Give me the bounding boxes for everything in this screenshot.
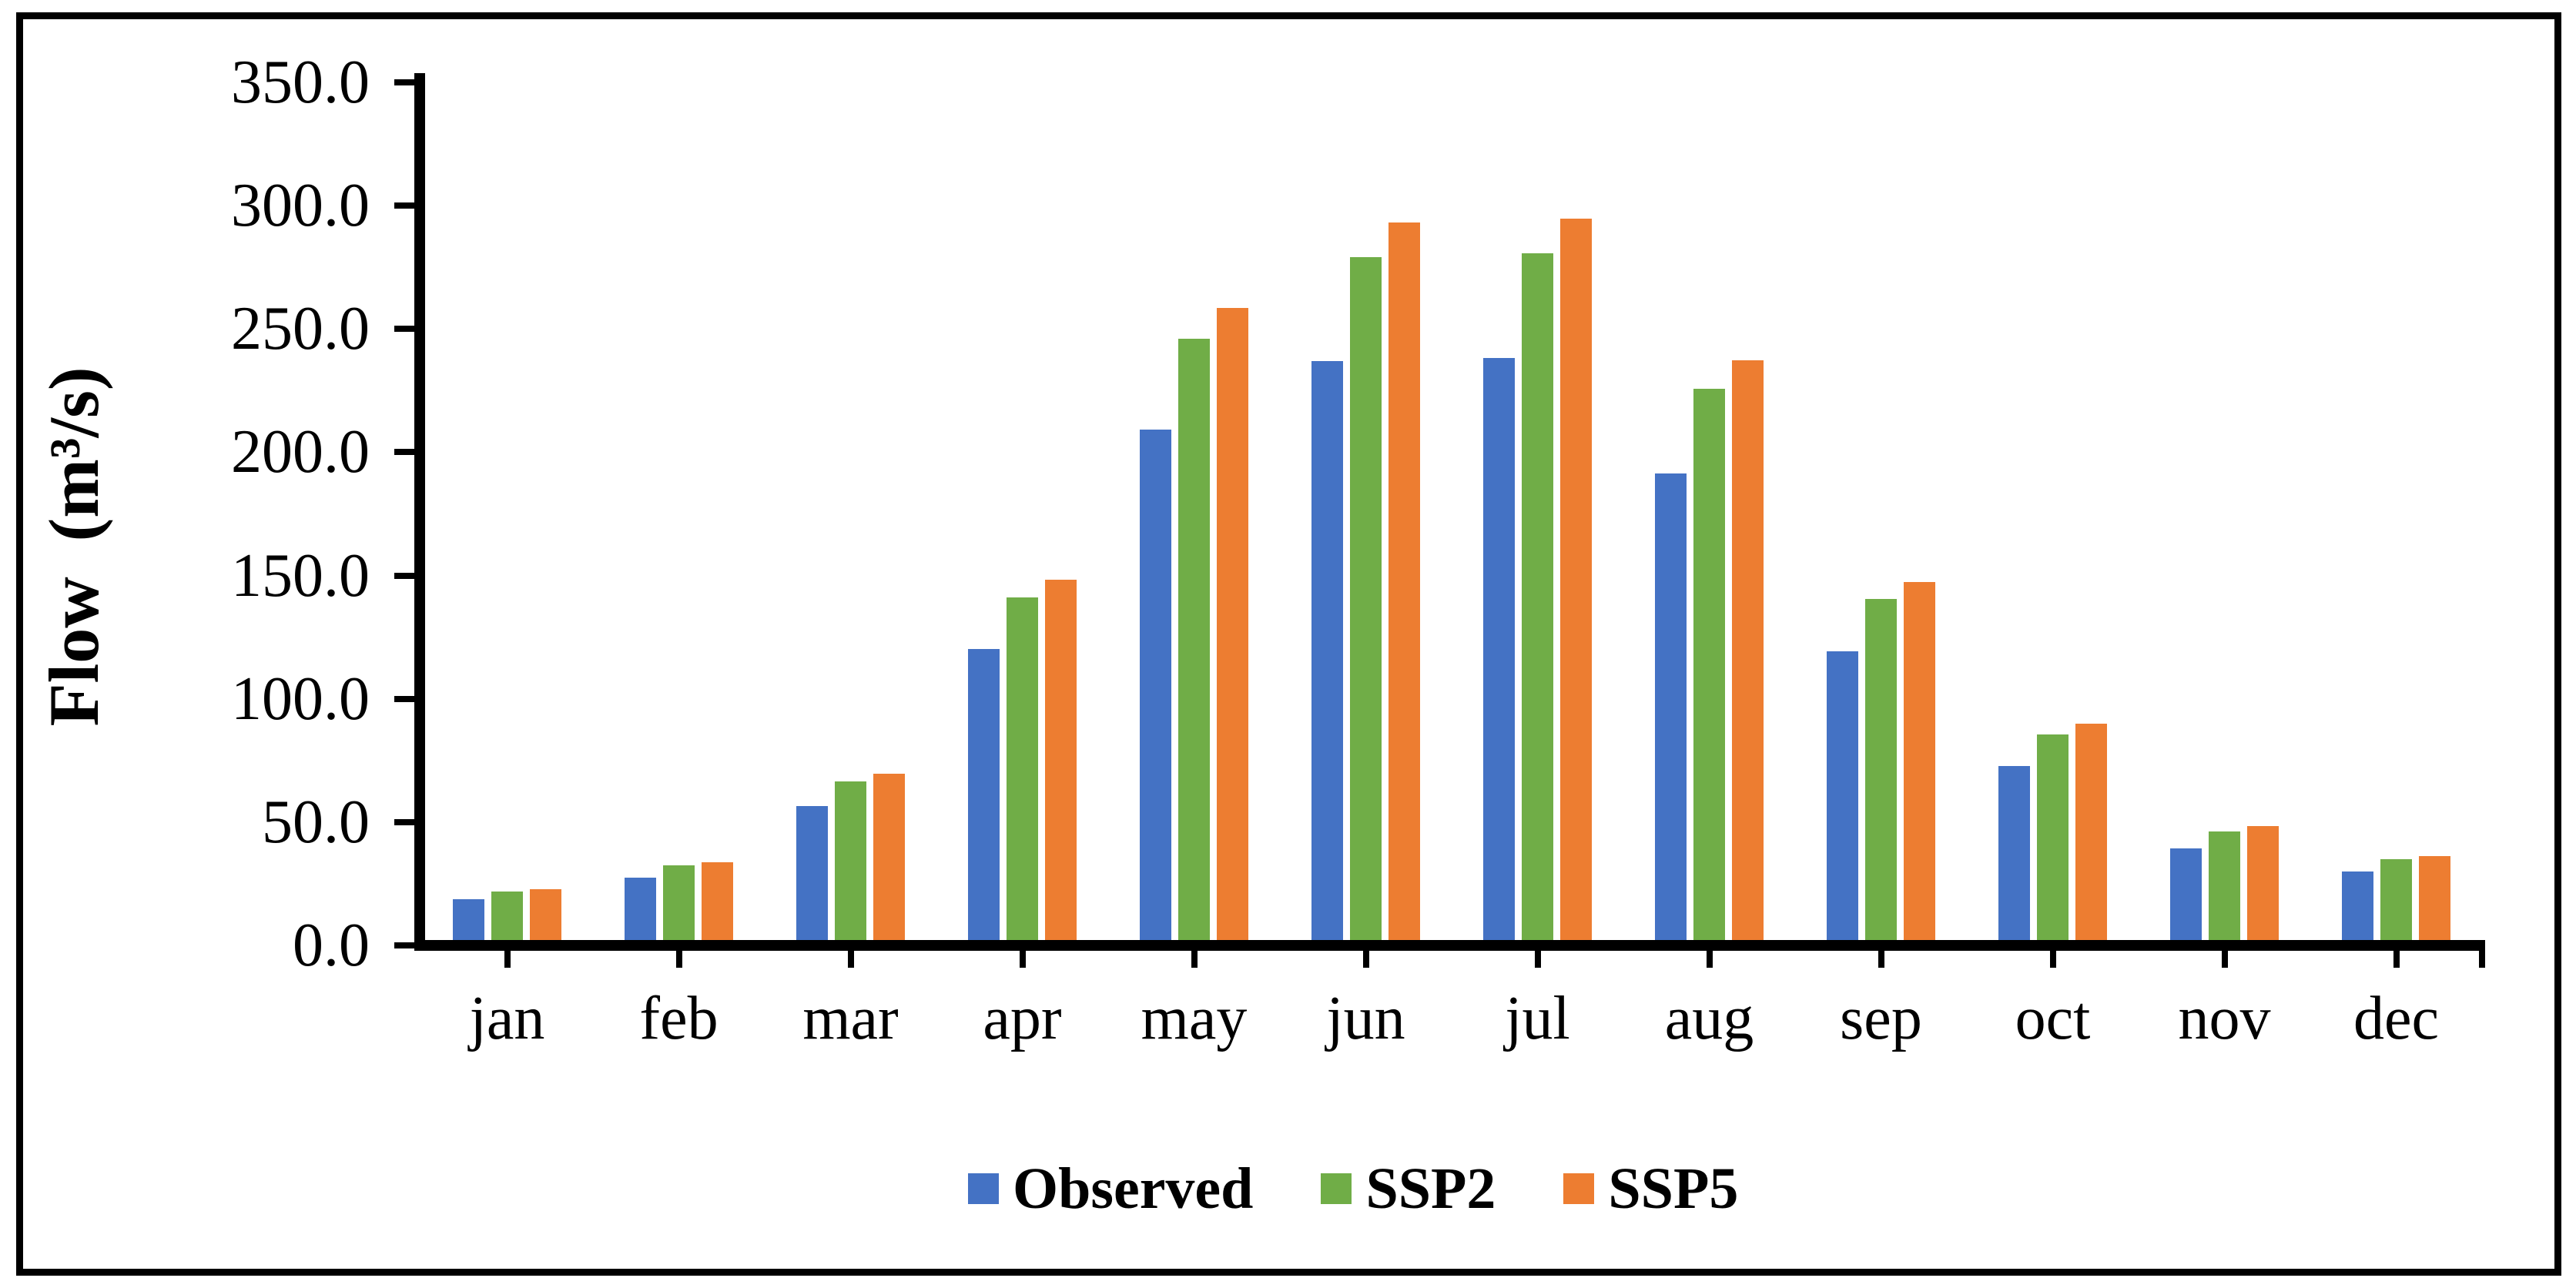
x-tick-aug: [1706, 951, 1713, 968]
y-tick-150.0: [394, 572, 414, 579]
x-tick-label-sep: sep: [1840, 985, 1922, 1052]
y-tick-label-200.0: 200.0: [231, 418, 370, 487]
x-tick-label-jul: jul: [1505, 985, 1570, 1052]
y-tick-50.0: [394, 818, 414, 825]
bar-jun-observed: [1311, 361, 1343, 940]
bar-jun-ssp5: [1388, 222, 1420, 940]
y-tick-200.0: [394, 449, 414, 456]
bar-nov-ssp2: [2209, 831, 2240, 940]
y-tick-100.0: [394, 695, 414, 702]
bar-jan-ssp5: [530, 889, 561, 940]
x-tick-oct: [2049, 951, 2056, 968]
bar-may-observed: [1140, 430, 1171, 940]
legend-item-ssp5: SSP5: [1563, 1159, 1738, 1218]
y-tick-label-250.0: 250.0: [231, 295, 370, 363]
x-tick-label-feb: feb: [639, 985, 719, 1052]
x-tick-sep: [1878, 951, 1884, 968]
bar-mar-ssp2: [835, 781, 866, 940]
x-tick-jan: [504, 951, 511, 968]
x-tick-mar: [847, 951, 854, 968]
bar-jul-ssp5: [1560, 219, 1592, 940]
chart-legend: Observed SSP2 SSP5: [968, 1159, 1738, 1218]
bar-jul-ssp2: [1522, 253, 1553, 940]
bar-aug-ssp2: [1693, 389, 1725, 940]
bar-oct-ssp2: [2037, 734, 2069, 940]
bar-may-ssp2: [1178, 339, 1210, 940]
x-tick-dec: [2393, 951, 2400, 968]
bar-feb-ssp2: [663, 865, 695, 940]
figure-border: [16, 12, 2561, 1276]
bar-sep-ssp2: [1865, 599, 1897, 940]
legend-label-ssp2: SSP2: [1365, 1156, 1496, 1221]
bar-nov-observed: [2170, 848, 2202, 940]
bar-mar-observed: [796, 806, 828, 940]
bar-jan-ssp2: [491, 892, 523, 940]
bar-mar-ssp5: [873, 774, 905, 940]
legend-swatch-ssp5: [1563, 1173, 1595, 1204]
bar-dec-observed: [2342, 871, 2373, 940]
plot-area: [421, 78, 2482, 940]
y-tick-350.0: [394, 79, 414, 85]
legend-label-observed: Observed: [1013, 1156, 1254, 1221]
bar-feb-observed: [625, 878, 656, 940]
y-tick-label-50.0: 50.0: [262, 788, 370, 856]
y-tick-0.0: [394, 942, 414, 948]
legend-item-observed: Observed: [968, 1159, 1253, 1218]
y-tick-label-0.0: 0.0: [293, 912, 370, 979]
x-tick-apr: [1019, 951, 1026, 968]
bar-oct-observed: [1998, 766, 2030, 940]
bar-may-ssp5: [1217, 308, 1248, 940]
x-tick-nov: [2221, 951, 2228, 968]
x-tick-label-dec: dec: [2353, 985, 2439, 1052]
bar-apr-observed: [968, 649, 1000, 940]
bar-feb-ssp5: [702, 862, 733, 940]
bar-oct-ssp5: [2075, 724, 2107, 940]
bar-aug-ssp5: [1732, 360, 1764, 940]
x-tick-label-oct: oct: [2015, 985, 2091, 1052]
y-tick-label-150.0: 150.0: [231, 541, 370, 610]
x-tick-may: [1191, 951, 1198, 968]
bar-jul-observed: [1483, 358, 1515, 940]
bar-jan-observed: [453, 899, 484, 940]
bar-apr-ssp5: [1045, 580, 1077, 940]
x-tick-feb: [675, 951, 682, 968]
x-tick-jul: [1534, 951, 1541, 968]
bar-jun-ssp2: [1350, 257, 1382, 940]
bar-dec-ssp5: [2419, 856, 2450, 940]
x-tick-label-nov: nov: [2178, 985, 2271, 1052]
legend-swatch-observed: [968, 1173, 999, 1204]
x-tick-jun: [1362, 951, 1369, 968]
y-tick-label-350.0: 350.0: [231, 49, 370, 116]
legend-label-ssp5: SSP5: [1608, 1156, 1739, 1221]
bar-sep-ssp5: [1904, 582, 1935, 940]
x-tick-axis-end: [2479, 951, 2485, 968]
y-tick-300.0: [394, 202, 414, 209]
legend-swatch-ssp2: [1321, 1173, 1352, 1204]
bar-dec-ssp2: [2380, 859, 2412, 940]
x-tick-label-may: may: [1141, 985, 1248, 1052]
y-axis-line: [414, 73, 425, 951]
x-tick-label-apr: apr: [983, 985, 1062, 1052]
x-tick-label-mar: mar: [802, 985, 899, 1052]
y-tick-label-300.0: 300.0: [231, 172, 370, 240]
x-tick-label-aug: aug: [1664, 985, 1754, 1052]
bar-apr-ssp2: [1007, 597, 1038, 940]
x-axis-line: [414, 940, 2485, 951]
bar-sep-observed: [1827, 651, 1858, 940]
x-tick-label-jan: jan: [469, 985, 545, 1052]
bar-nov-ssp5: [2247, 826, 2279, 940]
legend-item-ssp2: SSP2: [1321, 1159, 1496, 1218]
y-tick-250.0: [394, 326, 414, 333]
bar-aug-observed: [1655, 473, 1687, 940]
x-tick-label-jun: jun: [1326, 985, 1405, 1052]
y-tick-label-100.0: 100.0: [231, 664, 370, 733]
